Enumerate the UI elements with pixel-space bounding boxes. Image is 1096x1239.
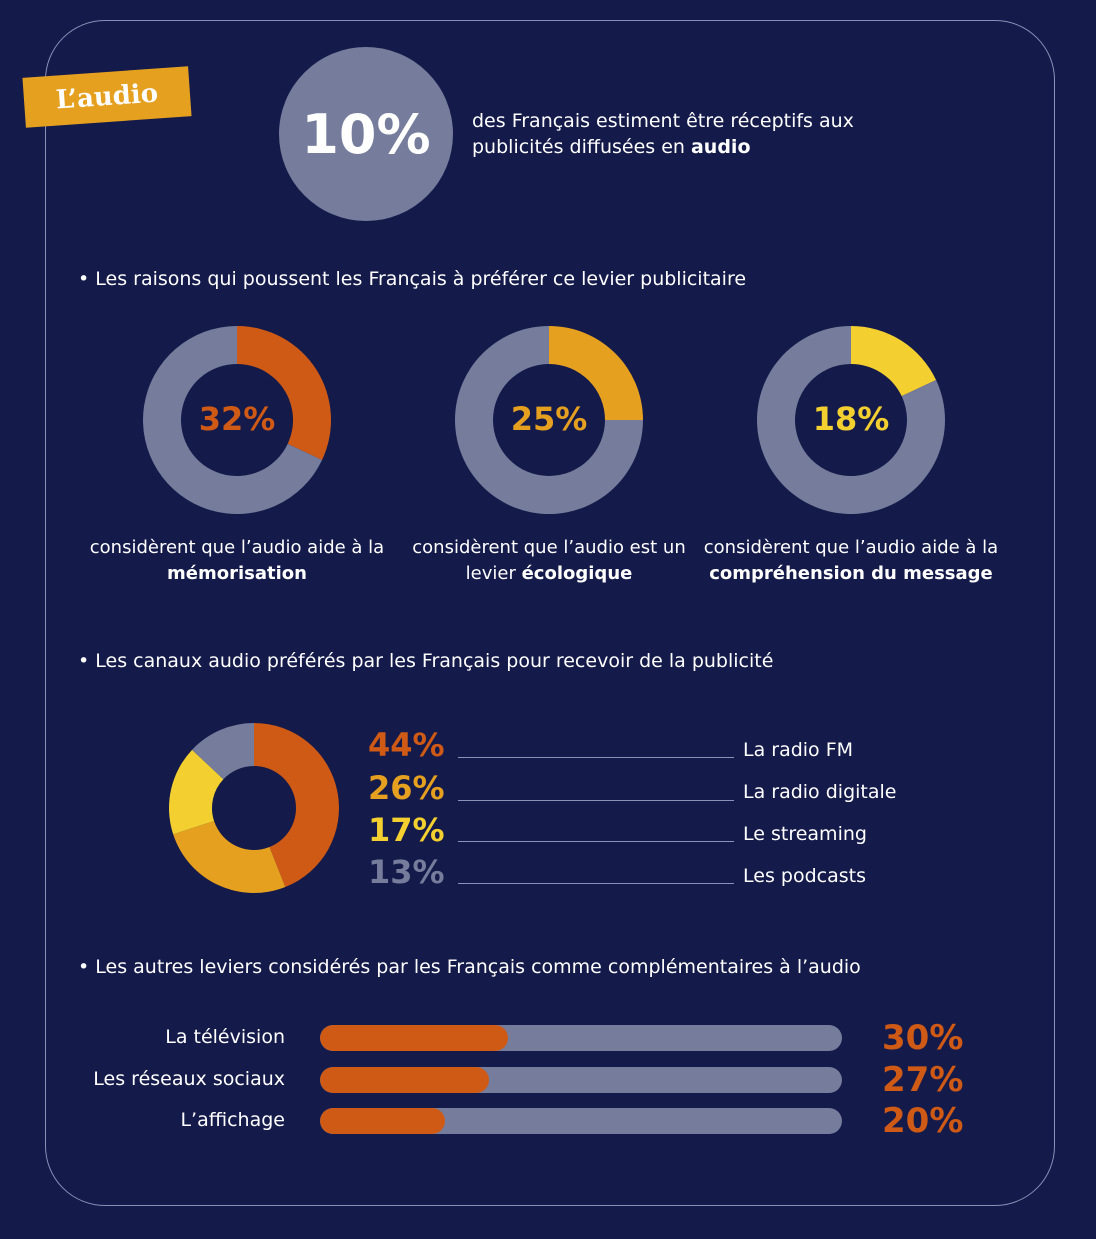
channel-donut-slice-2 xyxy=(169,749,224,835)
caption-comprehension: considèrent que l’audio aide à la compré… xyxy=(703,537,999,584)
reason-donut-0-slice-0 xyxy=(237,326,331,461)
section-title-text: Les canaux audio préférés par les França… xyxy=(95,650,774,672)
donut-label-memorisation: 32% xyxy=(198,400,276,438)
bar-fill xyxy=(320,1066,490,1093)
legend-pct-radio-fm: 44% xyxy=(368,726,445,764)
channel-donut-slice-0 xyxy=(254,723,340,888)
caption-memorisation: considèrent que l’audio aide à la mémori… xyxy=(89,537,385,584)
bar-value: 20% xyxy=(882,1101,964,1141)
reason-donut-1-slice-0 xyxy=(549,326,643,420)
legend-label-podcasts: Les podcasts xyxy=(743,865,866,887)
reason-donut-2-slice-1 xyxy=(757,326,945,515)
bar-track xyxy=(320,1025,842,1051)
legend-line xyxy=(458,800,734,801)
channel-donut-slice-1 xyxy=(173,820,286,894)
legend-pct-podcasts: 13% xyxy=(368,853,445,891)
legend-label-streaming: Le streaming xyxy=(743,823,867,845)
donut-label-ecologique: 25% xyxy=(510,400,588,438)
legend-line xyxy=(458,883,734,884)
bar-fill xyxy=(320,1108,446,1134)
bar-label: Les réseaux sociaux xyxy=(93,1067,285,1090)
reason-donut-1-slice-1 xyxy=(454,326,643,514)
legend-label-radio-digitale: La radio digitale xyxy=(743,781,897,803)
bar-label: La télévision xyxy=(165,1026,285,1048)
channel-donut-slice-3 xyxy=(192,723,254,780)
section-reasons-title: • Les raisons qui poussent les Français … xyxy=(78,268,747,290)
section-others-title: • Les autres leviers considérés par les … xyxy=(78,956,861,978)
section-title-text: Les autres leviers considérés par les Fr… xyxy=(95,956,861,978)
legend-label-radio-fm: La radio FM xyxy=(743,739,854,761)
headline-text-bold: audio xyxy=(690,136,751,158)
bar-track xyxy=(320,1108,842,1134)
legend-pct-radio-digitale: 26% xyxy=(368,769,445,807)
bar-label: L’affichage xyxy=(180,1109,285,1131)
headline-circle: 10% xyxy=(279,47,453,221)
bar-value: 30% xyxy=(882,1018,964,1058)
legend-line xyxy=(458,841,734,842)
donut-label-comprehension: 18% xyxy=(812,400,890,438)
caption-ecologique: considèrent que l’audio est un levier éc… xyxy=(412,537,686,584)
headline-text-regular: des Français estiment être réceptifs aux… xyxy=(472,110,854,158)
bar-track xyxy=(320,1066,842,1093)
reason-donut-2-slice-0 xyxy=(851,326,937,397)
reason-donut-0-slice-1 xyxy=(142,326,323,514)
headline-value: 10% xyxy=(301,102,431,166)
legend-line xyxy=(458,757,734,758)
bar-value: 27% xyxy=(882,1059,964,1100)
section-title-text: Les raisons qui poussent les Français à … xyxy=(95,268,747,290)
legend-pct-streaming: 17% xyxy=(368,811,445,849)
section-channels-title: • Les canaux audio préférés par les Fran… xyxy=(78,650,774,672)
headline-text: des Français estiment être réceptifs aux… xyxy=(472,108,892,160)
content-frame xyxy=(45,20,1055,1206)
bar-fill xyxy=(320,1025,508,1051)
